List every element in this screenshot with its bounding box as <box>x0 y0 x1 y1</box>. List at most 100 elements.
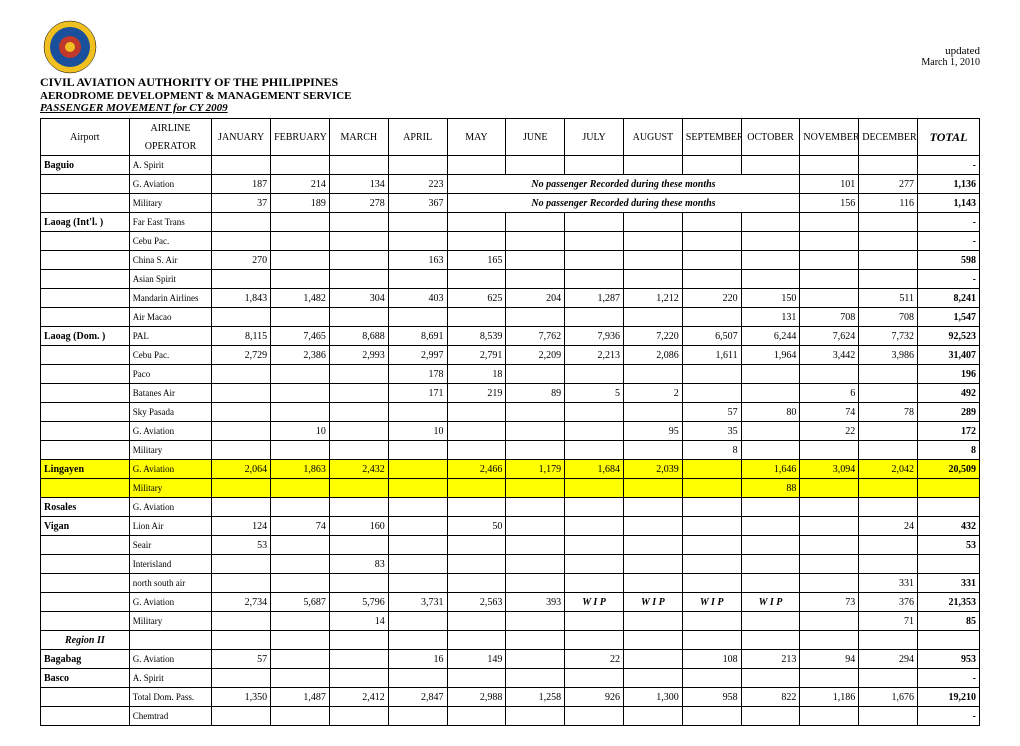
cell-value <box>623 536 682 555</box>
cell-value <box>859 365 918 384</box>
cell-value <box>682 669 741 688</box>
table-row: Seair5353 <box>41 536 980 555</box>
table-row: north south air331331 <box>41 574 980 593</box>
cell-value: 2,997 <box>388 346 447 365</box>
table-row: Asian Spirit- <box>41 270 980 289</box>
cell-value: 108 <box>682 650 741 669</box>
cell-value: 7,624 <box>800 327 859 346</box>
cell-airport <box>41 270 130 289</box>
cell-operator: Far East Trans <box>129 213 212 232</box>
cell-value: 2,209 <box>506 346 565 365</box>
cell-airport <box>41 707 130 726</box>
cell-value: 2,086 <box>623 346 682 365</box>
cell-value <box>212 479 271 498</box>
cell-value <box>329 669 388 688</box>
cell-value: 7,465 <box>271 327 330 346</box>
table-row: Laoag (Dom. )PAL8,1157,4658,6888,6918,53… <box>41 327 980 346</box>
cell-total: 172 <box>918 422 980 441</box>
cell-value <box>329 479 388 498</box>
cell-value: 22 <box>565 650 624 669</box>
cell-value <box>800 251 859 270</box>
cell-value <box>447 669 506 688</box>
cell-value <box>506 536 565 555</box>
cell-value: 74 <box>271 517 330 536</box>
cell-airport: Bagabag <box>41 650 130 669</box>
caap-logo <box>40 20 100 75</box>
cell-value: 150 <box>741 289 800 308</box>
cell-value <box>329 213 388 232</box>
cell-value: 926 <box>565 688 624 707</box>
cell-value <box>388 308 447 327</box>
table-row: Air Macao1317087081,547 <box>41 308 980 327</box>
cell-operator: G. Aviation <box>129 175 212 194</box>
cell-value <box>329 270 388 289</box>
table-row: BagabagG. Aviation5716149221082139429495… <box>41 650 980 669</box>
cell-value <box>212 612 271 631</box>
cell-value <box>565 517 624 536</box>
cell-value <box>565 555 624 574</box>
th-airline-bot: OPERATOR <box>129 137 212 156</box>
table-body: BaguioA. Spirit-G. Aviation187214134223N… <box>41 156 980 726</box>
cell-airport <box>41 289 130 308</box>
cell-operator <box>129 631 212 650</box>
cell-value <box>800 365 859 384</box>
cell-value <box>800 707 859 726</box>
cell-value: 78 <box>859 403 918 422</box>
cell-value <box>212 422 271 441</box>
cell-value: 88 <box>741 479 800 498</box>
cell-value: 50 <box>447 517 506 536</box>
cell-value: 165 <box>447 251 506 270</box>
cell-value: 163 <box>388 251 447 270</box>
cell-value: 331 <box>859 574 918 593</box>
cell-value <box>271 365 330 384</box>
cell-value: 8,539 <box>447 327 506 346</box>
cell-value <box>212 270 271 289</box>
cell-value: 156 <box>800 194 859 213</box>
th-month: JULY <box>565 119 624 156</box>
cell-total: - <box>918 707 980 726</box>
cell-value <box>212 403 271 422</box>
cell-value: 511 <box>859 289 918 308</box>
table-row: ViganLion Air124741605024432 <box>41 517 980 536</box>
cell-value: 1,482 <box>271 289 330 308</box>
cell-value: 708 <box>859 308 918 327</box>
table-row: Chemtrad- <box>41 707 980 726</box>
cell-value: 278 <box>329 194 388 213</box>
cell-operator: A. Spirit <box>129 669 212 688</box>
cell-value <box>859 270 918 289</box>
cell-total: 1,143 <box>918 194 980 213</box>
cell-value <box>741 384 800 403</box>
cell-airport: Region II <box>41 631 130 650</box>
cell-value <box>623 365 682 384</box>
cell-value <box>329 403 388 422</box>
cell-value <box>623 308 682 327</box>
cell-operator: Asian Spirit <box>129 270 212 289</box>
cell-value <box>447 574 506 593</box>
cell-value <box>271 498 330 517</box>
cell-total: 19,210 <box>918 688 980 707</box>
cell-value: 708 <box>800 308 859 327</box>
cell-value: 37 <box>212 194 271 213</box>
cell-value <box>388 213 447 232</box>
cell-value <box>447 232 506 251</box>
cell-value <box>859 232 918 251</box>
cell-operator: A. Spirit <box>129 156 212 175</box>
cell-value <box>565 631 624 650</box>
titles: CIVIL AVIATION AUTHORITY OF THE PHILIPPI… <box>40 75 980 114</box>
cell-value <box>271 536 330 555</box>
table-row: Paco17818196 <box>41 365 980 384</box>
th-month: APRIL <box>388 119 447 156</box>
cell-operator: Sky Pasada <box>129 403 212 422</box>
table-row: Cebu Pac.2,7292,3862,9932,9972,7912,2092… <box>41 346 980 365</box>
cell-value <box>271 270 330 289</box>
cell-operator: north south air <box>129 574 212 593</box>
cell-value <box>329 384 388 403</box>
cell-value: 35 <box>682 422 741 441</box>
cell-value: 2,563 <box>447 593 506 612</box>
cell-value <box>447 270 506 289</box>
cell-value <box>682 232 741 251</box>
cell-value <box>682 555 741 574</box>
cell-value: 10 <box>388 422 447 441</box>
cell-value: 3,986 <box>859 346 918 365</box>
cell-operator: Military <box>129 194 212 213</box>
